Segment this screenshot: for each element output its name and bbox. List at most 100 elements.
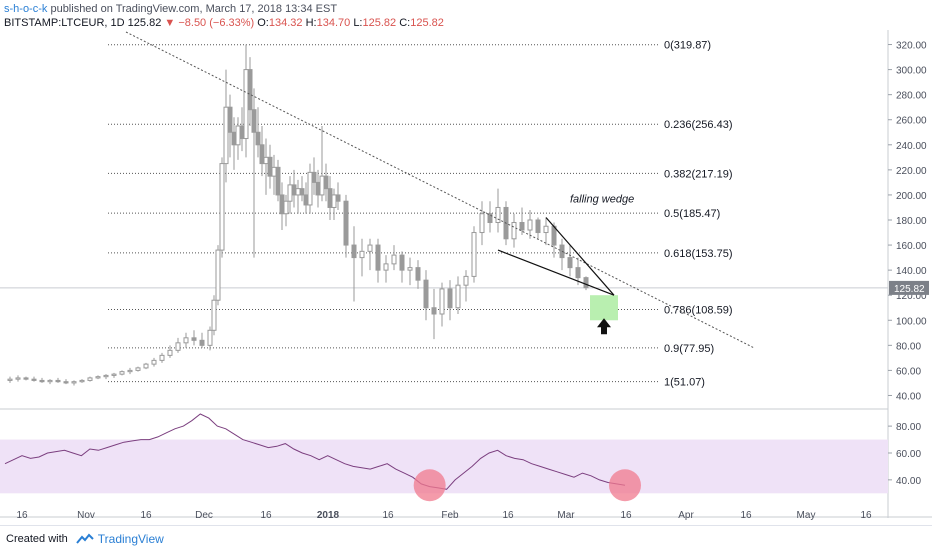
candle-body-76 xyxy=(487,213,493,224)
created-with-text: Created with xyxy=(6,532,68,545)
candle-body-77 xyxy=(495,206,501,224)
low-label: L: xyxy=(353,17,363,29)
candle-body-70 xyxy=(439,288,445,315)
price-chart[interactable]: 40.00 60.00 80.00 100.00 120.00 140.00 160.00 1… xyxy=(0,30,932,525)
up-arrow-icon xyxy=(597,318,611,335)
candle-body-19 xyxy=(159,354,165,361)
candle-body-72 xyxy=(455,284,461,309)
candle-body-12 xyxy=(103,374,109,378)
symbol-name[interactable]: BITSTAMP:LTCEUR, 1D xyxy=(4,17,125,29)
candle-body-63 xyxy=(383,263,389,271)
price-tick-label-5: 140.00 xyxy=(896,266,927,277)
last-price: 125.82 xyxy=(127,17,162,29)
candle-body-62 xyxy=(375,244,381,271)
candle-body-31 xyxy=(231,131,237,146)
candle-body-20 xyxy=(167,349,173,356)
candle-body-7 xyxy=(63,381,69,384)
candle-body-28 xyxy=(219,163,225,251)
candle-body-80 xyxy=(519,222,525,231)
candle-body-82 xyxy=(535,219,541,234)
price-tick-label-1: 60.00 xyxy=(896,366,921,377)
candle-body-47 xyxy=(295,188,301,196)
down-arrow-icon: ▼ xyxy=(164,17,176,29)
current-price-label: 125.82 xyxy=(894,284,925,295)
candle-body-45 xyxy=(287,184,293,202)
price-tick-label-0: 40.00 xyxy=(896,391,921,402)
candle-body-18 xyxy=(151,359,157,365)
time-label-12: 16 xyxy=(740,510,752,521)
candle-body-49 xyxy=(303,194,309,206)
wedge-lower-line xyxy=(497,249,615,296)
candle-body-41 xyxy=(271,166,277,177)
annotation-falling-wedge: falling wedge xyxy=(570,193,634,205)
time-label-14: 16 xyxy=(860,510,872,521)
fib-label-0: 0(319.87) xyxy=(664,40,711,52)
rsi-highlight-circle-0 xyxy=(413,469,446,502)
open-label: O: xyxy=(257,17,269,29)
candle-body-5 xyxy=(47,379,53,383)
candle-body-23 xyxy=(191,337,197,341)
time-label-13: May xyxy=(797,510,816,521)
candle-body-17 xyxy=(143,363,149,369)
price-tick-label-13: 300.00 xyxy=(896,66,927,77)
candle-body-71 xyxy=(447,288,453,309)
price-change: −8.50 (−6.33%) xyxy=(178,17,255,29)
candle-body-87 xyxy=(575,267,581,279)
candle-body-14 xyxy=(119,371,125,375)
candle-body-40 xyxy=(267,156,273,177)
candle-body-11 xyxy=(95,376,101,379)
candle-body-32 xyxy=(235,125,241,146)
candle-body-38 xyxy=(259,144,265,165)
tradingview-logo[interactable]: TradingView xyxy=(75,531,164,546)
target-zone xyxy=(590,295,618,321)
candle-body-3 xyxy=(31,378,37,381)
candle-body-37 xyxy=(255,131,261,146)
price-tick-label-8: 200.00 xyxy=(896,191,927,202)
author-link[interactable]: s-h-o-c-k xyxy=(4,3,48,15)
fib-label-5: 0.786(108.59) xyxy=(664,305,733,317)
price-tick-label-9: 220.00 xyxy=(896,166,927,177)
candle-body-55 xyxy=(327,188,333,208)
descending-trendline xyxy=(125,31,755,349)
candle-body-46 xyxy=(291,184,297,196)
candle-body-42 xyxy=(275,166,281,196)
candle-body-57 xyxy=(335,194,341,202)
candle-body-43 xyxy=(279,194,285,215)
candle-body-54 xyxy=(323,175,329,190)
candle-body-73 xyxy=(463,275,469,286)
candle-body-29 xyxy=(223,106,229,165)
tradingview-brand: TradingView xyxy=(97,531,164,546)
price-tick-label-6: 160.00 xyxy=(896,241,927,252)
price-tick-label-10: 240.00 xyxy=(896,141,927,152)
candle-body-33 xyxy=(239,125,245,140)
time-label-5: 2018 xyxy=(317,510,340,521)
candle-body-51 xyxy=(311,171,317,183)
candle-body-53 xyxy=(319,175,325,196)
candle-body-25 xyxy=(207,329,213,346)
fib-label-1: 0.236(256.43) xyxy=(664,119,733,131)
candle-body-69 xyxy=(431,307,437,315)
candle-body-34 xyxy=(243,69,249,140)
candle-body-64 xyxy=(391,254,397,265)
time-label-10: 16 xyxy=(620,510,632,521)
fib-label-4: 0.618(153.75) xyxy=(664,248,733,260)
rsi-tick-label-1: 60.00 xyxy=(896,449,921,460)
wedge-upper-line xyxy=(545,217,615,296)
tradingview-icon xyxy=(75,533,94,544)
candle-body-59 xyxy=(351,244,357,259)
published-text: published on TradingView.com, March 17, … xyxy=(50,3,338,15)
close-value: 125.82 xyxy=(410,17,444,29)
price-tick-label-14: 320.00 xyxy=(896,41,927,52)
time-label-9: Mar xyxy=(557,510,575,521)
candle-body-44 xyxy=(283,200,289,215)
time-label-1: Nov xyxy=(77,510,95,521)
time-label-7: Feb xyxy=(441,510,459,521)
price-tick-label-4: 120.00 xyxy=(896,291,927,302)
candle-body-60 xyxy=(359,250,365,259)
candle-body-88 xyxy=(583,277,589,289)
candle-body-13 xyxy=(111,373,117,376)
candle-body-0 xyxy=(7,378,13,381)
candle-body-1 xyxy=(15,377,21,380)
candle-body-36 xyxy=(251,109,257,133)
candle-body-2 xyxy=(23,377,29,380)
